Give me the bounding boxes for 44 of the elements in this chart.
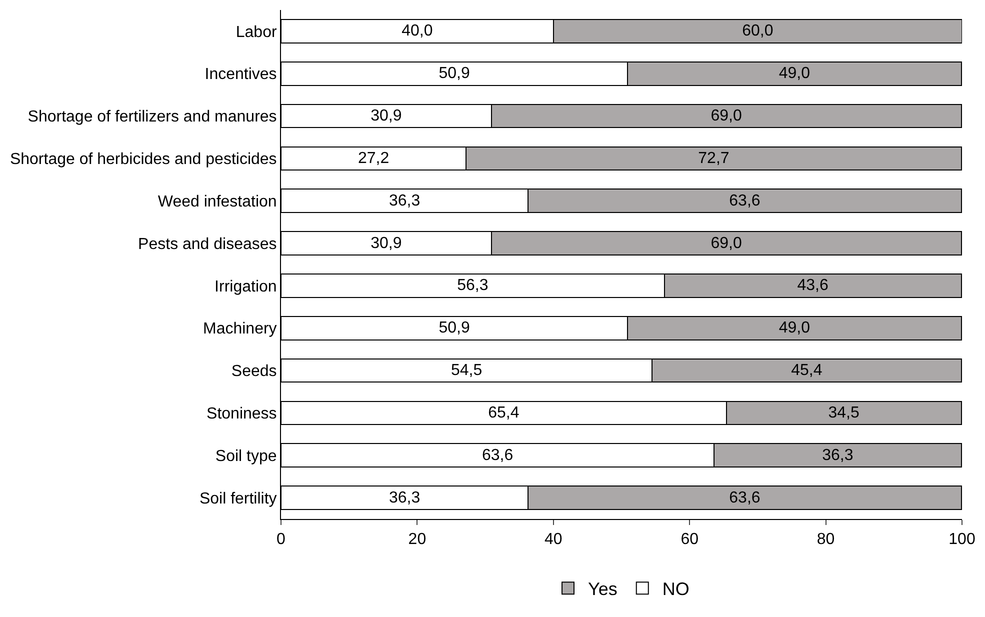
data-label: 27,2 — [358, 150, 390, 167]
legend-label: NO — [662, 579, 690, 600]
data-label: 60,0 — [742, 22, 774, 40]
x-tick-label: 80 — [816, 531, 835, 548]
data-label: 63,6 — [729, 192, 760, 210]
data-label: 50,9 — [438, 65, 470, 82]
x-tick-label: 100 — [948, 531, 976, 548]
x-tick-label: 0 — [276, 531, 286, 548]
data-label: 36,3 — [388, 192, 420, 210]
data-label: 69,0 — [710, 234, 742, 252]
data-label: 56,3 — [457, 277, 488, 294]
x-tick-label: 60 — [680, 531, 699, 548]
y-tick-label: Machinery — [202, 320, 277, 338]
y-tick-label: Labor — [236, 24, 278, 41]
data-label: 34,5 — [828, 404, 860, 422]
x-tick-label: 40 — [544, 531, 562, 548]
y-tick-label: Pests and diseases — [138, 236, 277, 253]
data-label: 69,0 — [710, 108, 742, 125]
data-label: 49,0 — [778, 65, 810, 82]
y-tick-label: Soil fertility — [199, 490, 277, 508]
data-label: 65,4 — [488, 404, 520, 422]
y-tick-label: Weed infestation — [158, 193, 277, 210]
data-label: 54,5 — [450, 362, 482, 380]
y-tick-label: Shortage of fertilizers and manures — [28, 108, 277, 126]
y-tick-label: Seeds — [231, 363, 277, 380]
data-label: 49,0 — [778, 320, 810, 337]
x-tick-label: 20 — [408, 531, 426, 548]
y-tick-label: Shortage of herbicides and pesticides — [10, 151, 277, 168]
y-tick-label: Soil type — [215, 448, 277, 465]
data-label: 36,3 — [822, 446, 854, 464]
y-tick-label: Irrigation — [214, 278, 277, 296]
data-label: 36,3 — [388, 489, 420, 506]
legend-label: Yes — [588, 579, 618, 600]
data-label: 45,4 — [791, 362, 822, 380]
data-label: 40,0 — [402, 22, 433, 40]
data-label: 72,7 — [698, 150, 730, 167]
data-label: 43,6 — [797, 277, 828, 294]
data-label: 30,9 — [370, 234, 402, 252]
data-label: 50,9 — [438, 320, 470, 337]
y-tick-label: Incentives — [204, 66, 277, 84]
y-tick-label: Stoniness — [206, 406, 277, 423]
data-label: 63,6 — [482, 446, 514, 464]
data-label: 30,9 — [370, 108, 402, 125]
data-label: 63,6 — [729, 489, 760, 506]
